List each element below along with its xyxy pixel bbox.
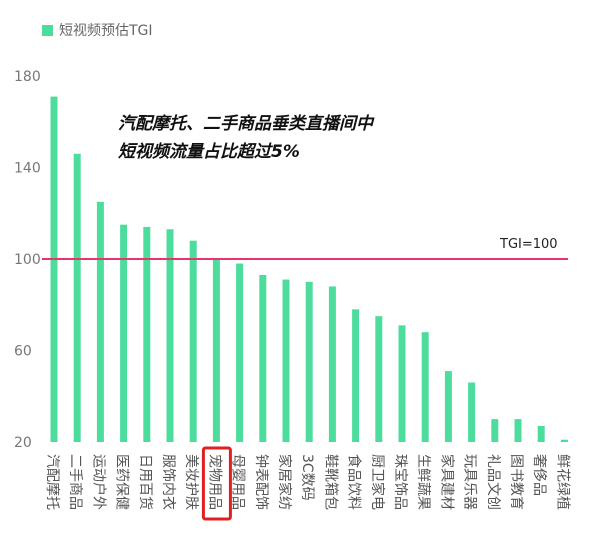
x-tick-label: 玩具乐器 xyxy=(462,454,478,510)
bar xyxy=(50,96,58,443)
highlight-box xyxy=(201,446,232,521)
y-tick-label: 180 xyxy=(14,69,41,85)
bar xyxy=(421,332,429,442)
bar xyxy=(537,425,545,442)
x-tick-label: 鲜花绿植 xyxy=(554,454,570,510)
x-tick-label: 宠物用品 xyxy=(206,454,222,510)
x-tick-label: 鞋靴箱包 xyxy=(322,454,338,510)
bar xyxy=(328,286,336,442)
x-tick-label: 食品饮料 xyxy=(346,454,363,510)
x-tick-label: 母婴用品 xyxy=(230,454,246,510)
bar xyxy=(560,439,568,442)
x-tick-label: 服饰内衣 xyxy=(160,454,176,510)
x-tick-label: 汽配摩托 xyxy=(44,454,61,510)
y-tick-label: 20 xyxy=(14,435,32,451)
bar xyxy=(236,263,244,442)
bar xyxy=(514,419,522,442)
x-tick-label: 3C数码 xyxy=(299,454,315,501)
bar xyxy=(212,259,220,442)
bar xyxy=(143,226,151,442)
bar xyxy=(166,229,174,442)
bar xyxy=(282,279,290,442)
reference-line-label: TGI=100 xyxy=(499,237,558,252)
x-tick-label: 家居家纺 xyxy=(276,454,293,510)
x-tick-label: 生鲜蔬果 xyxy=(415,454,431,510)
bar xyxy=(352,309,360,442)
x-tick-label: 珠宝饰品 xyxy=(392,454,408,510)
bar xyxy=(73,153,81,442)
chart-annotation: 汽配摩托、二手商品垂类直播间中 短视频流量占比超过5% xyxy=(118,110,373,166)
annotation-line-1: 汽配摩托、二手商品垂类直播间中 xyxy=(118,114,373,134)
bar xyxy=(96,201,104,442)
bar xyxy=(305,281,313,442)
x-tick-label: 图书教育 xyxy=(508,454,524,510)
bar xyxy=(444,371,452,442)
annotation-line-2: 短视频流量占比超过5% xyxy=(118,142,300,162)
legend-swatch xyxy=(42,24,53,36)
bar xyxy=(375,316,383,442)
bar xyxy=(398,325,406,442)
x-tick-label: 二手商品 xyxy=(67,454,83,510)
x-tick-label: 钟表配饰 xyxy=(253,454,270,510)
x-tick-label: 礼品文创 xyxy=(485,454,501,510)
x-tick-label: 家具建材 xyxy=(438,454,455,510)
y-tick-label: 60 xyxy=(14,344,32,360)
bar xyxy=(120,224,128,442)
legend: 短视频预估TGI xyxy=(42,20,153,40)
bar xyxy=(189,240,197,442)
x-tick-label: 美妆护肤 xyxy=(183,454,199,510)
x-tick-label: 厨卫家电 xyxy=(369,454,386,510)
y-tick-label: 140 xyxy=(14,161,41,177)
x-tick-label: 奢侈品 xyxy=(531,454,547,496)
bar xyxy=(259,275,267,442)
x-tick-label: 运动户外 xyxy=(90,454,107,510)
x-tick-label: 日用百货 xyxy=(137,454,154,510)
bar xyxy=(491,419,499,442)
legend-label: 短视频预估TGI xyxy=(59,23,153,39)
bar xyxy=(468,382,476,442)
x-tick-label: 医药保健 xyxy=(114,454,130,510)
y-tick-label: 100 xyxy=(14,252,41,268)
